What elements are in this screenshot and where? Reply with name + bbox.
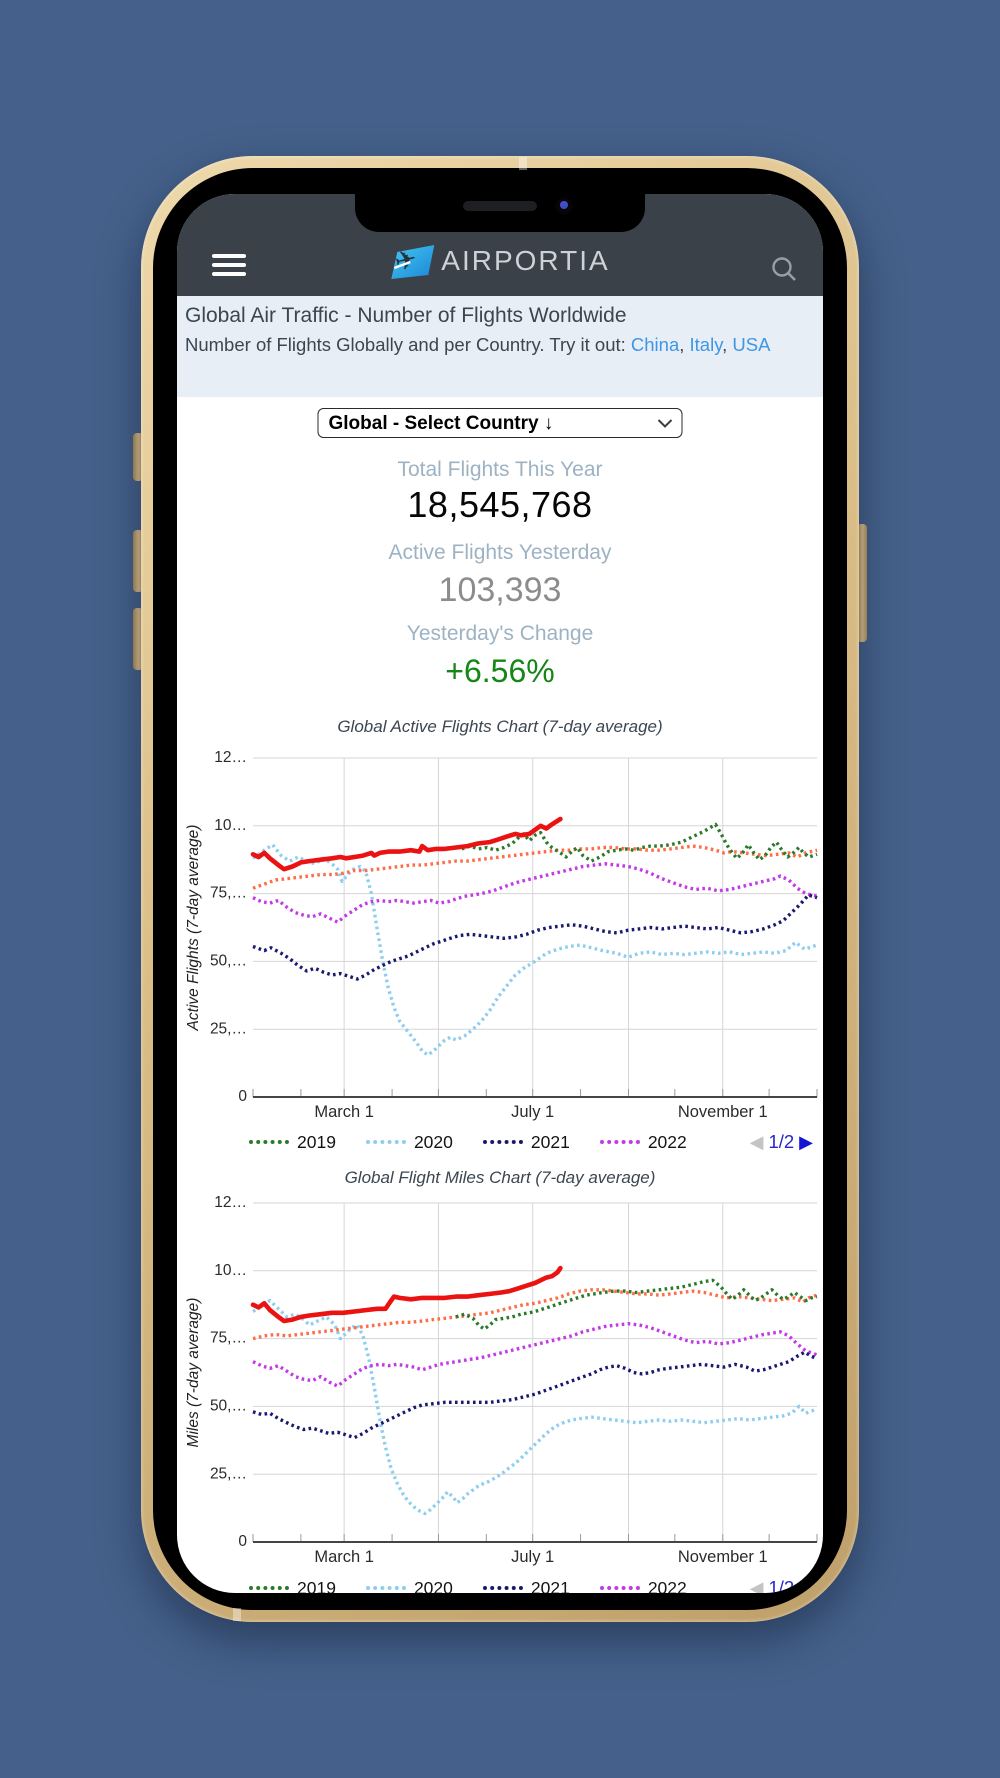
- legend-swatch: [599, 1140, 640, 1144]
- svg-text:10…: 10…: [214, 817, 247, 834]
- legend-prev-button[interactable]: ◀: [749, 1577, 764, 1594]
- antenna-line-top: [519, 157, 527, 170]
- legend-item-2021: 2021: [482, 1577, 570, 1594]
- airplane-logo-icon: ✈: [391, 243, 435, 279]
- search-icon: [772, 257, 796, 281]
- notch: [355, 194, 645, 232]
- svg-text:March 1: March 1: [314, 1548, 374, 1566]
- link-china[interactable]: China: [630, 334, 680, 356]
- legend-label: 2021: [530, 1131, 570, 1152]
- chart-1-title: Global Active Flights Chart (7-day avera…: [337, 717, 663, 736]
- link-usa[interactable]: USA: [732, 334, 771, 356]
- volume-down-button[interactable]: [133, 608, 143, 670]
- mute-switch-button[interactable]: [133, 433, 143, 481]
- svg-text:50,…: 50,…: [210, 1397, 247, 1414]
- active-flights-chart: 12… 10… 75,… 50,… 25,… 0 March 1 July 1 November…: [185, 750, 818, 1121]
- chart-1-legend: 2019 2020 2021 2022 ◀ 1/2 ▶: [177, 1130, 823, 1156]
- page-subtitle: Number of Flights Globally and per Count…: [185, 334, 771, 356]
- antenna-line-bottom: [233, 1608, 241, 1621]
- active-flights-value: 103,393: [438, 571, 562, 609]
- svg-text:12…: 12…: [214, 1196, 247, 1211]
- svg-text:March 1: March 1: [314, 1103, 374, 1121]
- svg-text:November 1: November 1: [678, 1103, 768, 1121]
- link-italy[interactable]: Italy: [689, 334, 723, 356]
- legend-label: 2019: [297, 1131, 336, 1152]
- speaker-grille-icon: [463, 201, 537, 211]
- search-button[interactable]: [769, 254, 799, 284]
- legend-page-indicator: 1/2: [768, 1577, 795, 1593]
- legend-item-2021: 2021: [482, 1131, 570, 1153]
- phone-screen: ✈ AIRPORTIA Global Air Traffic - Number …: [177, 194, 823, 1593]
- svg-text:July 1: July 1: [511, 1548, 554, 1566]
- chart-2-legend: 2019 2020 2021 2022 ◀ 1/2 ▶: [177, 1576, 823, 1593]
- legend-next-button[interactable]: ▶: [799, 1577, 813, 1594]
- svg-text:July 1: July 1: [511, 1103, 554, 1121]
- volume-up-button[interactable]: [133, 530, 143, 592]
- svg-text:75,…: 75,…: [210, 885, 247, 902]
- total-flights-value: 18,545,768: [407, 484, 593, 525]
- chart-2-title: Global Flight Miles Chart (7-day average…: [344, 1168, 656, 1187]
- legend-label: 2020: [413, 1577, 453, 1594]
- legend-swatch: [482, 1140, 523, 1144]
- legend-page-indicator: 1/2: [768, 1131, 795, 1152]
- svg-text:0: 0: [238, 1533, 247, 1550]
- change-label: Yesterday's Change: [406, 622, 594, 645]
- svg-text:10…: 10…: [214, 1262, 247, 1279]
- svg-text:Miles (7-day average): Miles (7-day average): [185, 1298, 202, 1448]
- legend-prev-button[interactable]: ◀: [749, 1131, 764, 1152]
- hamburger-menu-button[interactable]: [212, 254, 246, 276]
- legend-swatch: [365, 1586, 406, 1590]
- country-select[interactable]: Global - Select Country ↓: [317, 408, 683, 438]
- svg-text:75,…: 75,…: [210, 1330, 247, 1347]
- legend-item-2020: 2020: [365, 1131, 453, 1153]
- legend-pager: ◀ 1/2 ▶: [750, 1130, 813, 1154]
- legend-swatch: [482, 1586, 523, 1590]
- front-camera-icon: [555, 197, 573, 215]
- legend-items: 2019 2020 2021 2022: [249, 1576, 687, 1593]
- svg-text:50,…: 50,…: [210, 952, 247, 969]
- legend-label: 2022: [647, 1131, 687, 1152]
- power-button[interactable]: [857, 524, 867, 642]
- legend-label: 2022: [647, 1577, 687, 1594]
- page-intro: Global Air Traffic - Number of Flights W…: [177, 296, 823, 397]
- legend-next-button[interactable]: ▶: [799, 1131, 813, 1152]
- legend-item-2022: 2022: [599, 1131, 687, 1153]
- legend-item-2022: 2022: [599, 1577, 687, 1594]
- legend-items: 2019 2020 2021 2022: [249, 1130, 687, 1154]
- legend-swatch: [365, 1140, 406, 1144]
- legend-pager: ◀ 1/2 ▶: [750, 1576, 813, 1593]
- country-select-wrap: Global - Select Country ↓: [317, 408, 683, 438]
- change-value: +6.56%: [445, 653, 555, 689]
- hamburger-icon: [212, 254, 246, 258]
- svg-text:Active Flights (7-day average): Active Flights (7-day average): [185, 825, 202, 1032]
- brand-logo[interactable]: ✈ AIRPORTIA: [390, 242, 609, 280]
- miles-chart: 12… 10… 75,… 50,… 25,… 0 March 1 July 1 November…: [185, 1196, 818, 1566]
- legend-swatch: [599, 1586, 640, 1590]
- legend-label: 2021: [530, 1577, 570, 1594]
- legend-label: 2019: [297, 1577, 336, 1594]
- active-flights-label: Active Flights Yesterday: [388, 541, 612, 564]
- total-flights-label: Total Flights This Year: [397, 458, 603, 481]
- brand-name: AIRPORTIA: [441, 245, 610, 276]
- legend-label: 2020: [413, 1131, 453, 1152]
- svg-text:25,…: 25,…: [210, 1465, 247, 1482]
- page-title: Global Air Traffic - Number of Flights W…: [185, 304, 627, 327]
- svg-text:November 1: November 1: [678, 1548, 768, 1566]
- svg-text:0: 0: [238, 1088, 247, 1105]
- legend-swatch: [249, 1140, 289, 1144]
- svg-text:12…: 12…: [214, 750, 247, 766]
- legend-item-2020: 2020: [365, 1577, 453, 1594]
- legend-item-2019: 2019: [249, 1577, 336, 1594]
- legend-swatch: [249, 1586, 289, 1590]
- svg-text:25,…: 25,…: [210, 1020, 247, 1037]
- legend-item-2019: 2019: [249, 1132, 336, 1153]
